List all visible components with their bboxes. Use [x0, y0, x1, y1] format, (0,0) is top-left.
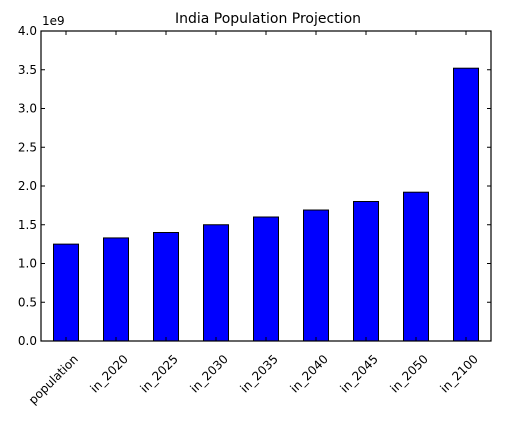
bar-in_2035 — [253, 216, 279, 342]
chart-title: India Population Projection — [175, 11, 361, 27]
x-tick-label-in_2020: in_2020 — [87, 352, 130, 395]
y-tick-label: 3.0 — [18, 102, 37, 116]
x-tick-label-in_2045: in_2045 — [337, 352, 380, 395]
bar-in_2045 — [353, 201, 379, 342]
y-tick-label: 2.5 — [18, 140, 37, 154]
bar-in_2025 — [153, 232, 179, 342]
bar-in_2040 — [303, 209, 329, 342]
y-tick-label: 1.0 — [18, 257, 37, 271]
y-tick-label: 2.0 — [18, 179, 37, 193]
plot-frame — [40, 30, 492, 342]
y-axis-scale-label: 1e9 — [42, 14, 65, 28]
x-tick-label-in_2050: in_2050 — [387, 352, 430, 395]
y-tick-label: 4.0 — [18, 24, 37, 38]
bar-in_2020 — [103, 237, 129, 342]
x-tick-label-in_2040: in_2040 — [287, 352, 330, 395]
y-tick-label: 1.5 — [18, 218, 37, 232]
x-tick-label-in_2030: in_2030 — [187, 352, 230, 395]
x-tick-label-in_2100: in_2100 — [437, 352, 480, 395]
x-tick-label-in_2025: in_2025 — [137, 352, 180, 395]
y-tick-label: 0.0 — [18, 334, 37, 348]
bar-in_2050 — [403, 191, 429, 342]
x-tick-label-population: population — [26, 352, 81, 407]
bars-group — [53, 67, 479, 342]
bar-in_2030 — [203, 224, 229, 342]
y-tick-label: 0.5 — [18, 295, 37, 309]
bar-population — [53, 243, 79, 342]
y-tick-label: 3.5 — [18, 63, 37, 77]
bar-in_2100 — [453, 67, 479, 342]
x-tick-label-in_2035: in_2035 — [237, 352, 280, 395]
y-axis: 0.0 0.5 1.0 1.5 2.0 2.5 3.0 3.5 4.0 — [18, 24, 491, 348]
